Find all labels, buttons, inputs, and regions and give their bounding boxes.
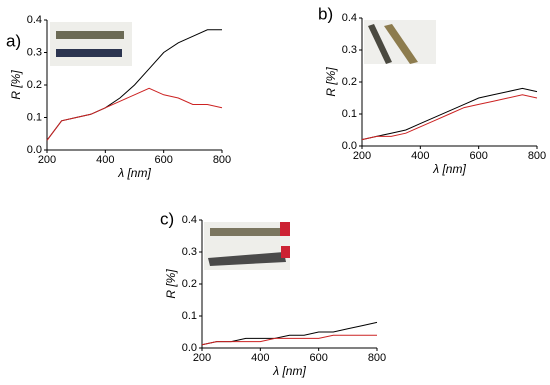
y-axis-label: R [%] bbox=[164, 269, 178, 299]
x-tick-label: 600 bbox=[309, 352, 327, 364]
y-tick-label: 0.0 bbox=[342, 140, 357, 152]
panel-label: a) bbox=[6, 31, 21, 50]
x-tick-label: 600 bbox=[154, 154, 172, 166]
x-tick-label: 800 bbox=[368, 352, 386, 364]
inset-photo bbox=[50, 22, 132, 66]
x-tick-label: 600 bbox=[469, 150, 487, 162]
y-tick-label: 0.3 bbox=[182, 246, 197, 258]
y-tick-label: 0.0 bbox=[182, 342, 197, 354]
y-tick-label: 0.4 bbox=[27, 14, 42, 26]
data-line bbox=[361, 87, 538, 141]
x-tick-label: 400 bbox=[251, 352, 269, 364]
x-tick-label: 800 bbox=[213, 154, 231, 166]
y-tick-label: 0.4 bbox=[182, 214, 197, 226]
y-axis-label: R [%] bbox=[9, 70, 23, 100]
y-tick-label: 0.1 bbox=[182, 310, 197, 322]
x-tick-label: 400 bbox=[411, 150, 429, 162]
panel-label: b) bbox=[318, 4, 333, 23]
y-tick-label: 0.3 bbox=[342, 44, 357, 56]
data-line bbox=[361, 94, 538, 141]
y-axis-label: R [%] bbox=[324, 67, 338, 97]
x-tick-label: 800 bbox=[528, 150, 546, 162]
x-tick-label: 200 bbox=[353, 150, 371, 162]
data-line bbox=[46, 87, 223, 141]
y-tick-label: 0.2 bbox=[342, 76, 357, 88]
y-tick-label: 0.4 bbox=[342, 12, 357, 24]
y-tick-label: 0.2 bbox=[27, 79, 42, 91]
y-tick-label: 0.3 bbox=[27, 46, 42, 58]
y-tick-label: 0.2 bbox=[182, 278, 197, 290]
inset-photo bbox=[364, 20, 436, 64]
x-tick-label: 200 bbox=[38, 154, 56, 166]
panel-label: c) bbox=[160, 209, 174, 228]
inset-photo bbox=[204, 222, 290, 270]
data-line bbox=[201, 334, 377, 346]
y-tick-label: 0.1 bbox=[27, 111, 42, 123]
y-tick-label: 0.1 bbox=[342, 108, 357, 120]
x-tick-label: 200 bbox=[193, 352, 211, 364]
x-axis-label: λ [nm] bbox=[117, 166, 151, 180]
x-axis-label: λ [nm] bbox=[272, 364, 306, 378]
y-tick-label: 0.0 bbox=[27, 144, 42, 156]
x-tick-label: 400 bbox=[96, 154, 114, 166]
x-axis-label: λ [nm] bbox=[432, 162, 466, 176]
